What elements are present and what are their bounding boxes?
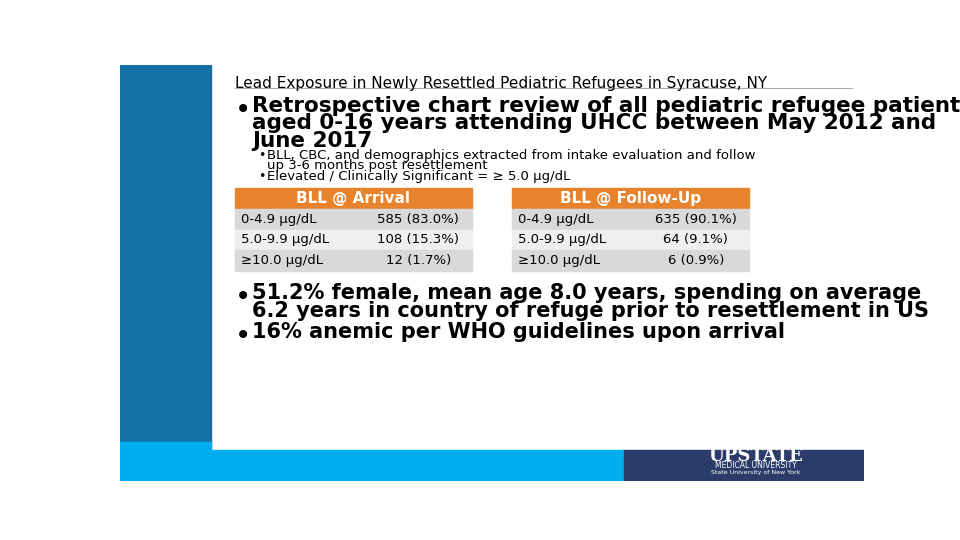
Text: BLL, CBC, and demographics extracted from intake evaluation and follow: BLL, CBC, and demographics extracted fro… bbox=[267, 150, 756, 163]
Bar bbox=[120, 65, 211, 450]
Text: •: • bbox=[258, 170, 265, 183]
Bar bbox=[512, 230, 750, 251]
Bar bbox=[512, 209, 750, 230]
Text: Lead Exposure in Newly Resettled Pediatric Refugees in Syracuse, NY: Lead Exposure in Newly Resettled Pediatr… bbox=[234, 76, 767, 91]
Text: 0-4.9 μg/dL: 0-4.9 μg/dL bbox=[518, 213, 594, 226]
Bar bbox=[234, 209, 472, 230]
Text: 16% anemic per WHO guidelines upon arrival: 16% anemic per WHO guidelines upon arriv… bbox=[252, 322, 784, 342]
Bar bbox=[512, 188, 750, 209]
Bar bbox=[120, 450, 624, 481]
Bar bbox=[234, 188, 472, 209]
Text: State University of New York: State University of New York bbox=[710, 470, 801, 475]
Text: 108 (15.3%): 108 (15.3%) bbox=[377, 233, 460, 246]
Text: June 2017: June 2017 bbox=[252, 131, 372, 151]
Text: •: • bbox=[234, 322, 251, 350]
Text: 51.2% female, mean age 8.0 years, spending on average: 51.2% female, mean age 8.0 years, spendi… bbox=[252, 284, 921, 303]
Text: ≥10.0 μg/dL: ≥10.0 μg/dL bbox=[518, 254, 600, 267]
Text: BLL @ Arrival: BLL @ Arrival bbox=[297, 191, 410, 206]
Text: BLL @ Follow-Up: BLL @ Follow-Up bbox=[561, 191, 702, 206]
Text: 635 (90.1%): 635 (90.1%) bbox=[655, 213, 736, 226]
Text: 5.0-9.9 μg/dL: 5.0-9.9 μg/dL bbox=[518, 233, 607, 246]
Text: 5.0-9.9 μg/dL: 5.0-9.9 μg/dL bbox=[241, 233, 329, 246]
Text: MEDICAL UNIVERSITY: MEDICAL UNIVERSITY bbox=[714, 462, 797, 470]
Text: Retrospective chart review of all pediatric refugee patients: Retrospective chart review of all pediat… bbox=[252, 96, 960, 116]
Text: 6 (0.9%): 6 (0.9%) bbox=[667, 254, 724, 267]
Text: Elevated / Clinically Significant = ≥ 5.0 μg/dL: Elevated / Clinically Significant = ≥ 5.… bbox=[267, 170, 570, 183]
Text: •: • bbox=[234, 284, 251, 312]
Text: ≥10.0 μg/dL: ≥10.0 μg/dL bbox=[241, 254, 323, 267]
Text: 64 (9.1%): 64 (9.1%) bbox=[663, 233, 729, 246]
Text: 6.2 years in country of refuge prior to resettlement in US: 6.2 years in country of refuge prior to … bbox=[252, 301, 928, 321]
Bar bbox=[234, 230, 472, 251]
Text: •: • bbox=[234, 96, 251, 124]
Bar bbox=[234, 251, 472, 271]
Text: 0-4.9 μg/dL: 0-4.9 μg/dL bbox=[241, 213, 317, 226]
Text: aged 0-16 years attending UHCC between May 2012 and: aged 0-16 years attending UHCC between M… bbox=[252, 113, 936, 133]
Bar bbox=[120, 442, 211, 481]
Text: up 3-6 months post resettlement: up 3-6 months post resettlement bbox=[267, 159, 488, 172]
Bar bbox=[624, 450, 864, 481]
Text: UPSTATE: UPSTATE bbox=[708, 447, 803, 465]
Text: 585 (83.0%): 585 (83.0%) bbox=[377, 213, 459, 226]
Bar bbox=[512, 251, 750, 271]
Text: •: • bbox=[258, 150, 265, 163]
Text: 12 (1.7%): 12 (1.7%) bbox=[386, 254, 451, 267]
